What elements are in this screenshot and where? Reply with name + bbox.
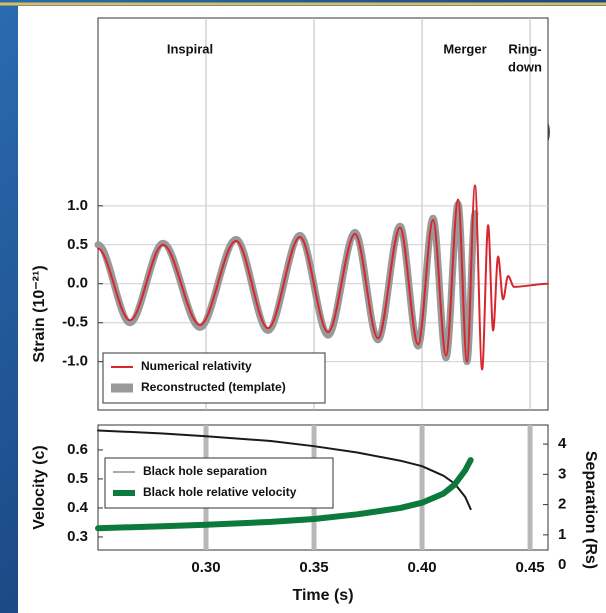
y-tick-label: 0.6 bbox=[67, 441, 88, 458]
y-tick-label: -1.0 bbox=[62, 353, 88, 370]
y2-axis-label: Separation (Rs) bbox=[582, 451, 599, 569]
annotation: Merger bbox=[443, 41, 486, 56]
y-tick-label: 0.0 bbox=[67, 275, 88, 292]
annotation: Ring- bbox=[508, 41, 541, 56]
y-tick-label: 1.0 bbox=[67, 197, 88, 214]
y-tick-label: 0.5 bbox=[67, 236, 88, 253]
x-tick-label: 0.45 bbox=[515, 559, 544, 576]
legend-box bbox=[104, 457, 334, 509]
legend-label: Black hole separation bbox=[143, 464, 267, 478]
x-axis-label: Time (s) bbox=[292, 587, 353, 604]
legend-label: Reconstructed (template) bbox=[141, 380, 286, 394]
y2-tick-label: 1 bbox=[558, 526, 566, 543]
legend-label: Numerical relativity bbox=[141, 359, 252, 373]
x-tick-label: 0.40 bbox=[407, 559, 436, 576]
x-tick-label: 0.35 bbox=[299, 559, 328, 576]
legend-box bbox=[102, 352, 326, 404]
y2-tick-label: 3 bbox=[558, 465, 566, 482]
annotation: down bbox=[508, 59, 542, 74]
series-line bbox=[97, 184, 549, 371]
series-line bbox=[95, 457, 474, 532]
annotation: Inspiral bbox=[167, 41, 213, 56]
y2-tick-label: 0 bbox=[558, 556, 566, 573]
x-tick-label: 0.30 bbox=[191, 559, 220, 576]
y2-tick-label: 4 bbox=[558, 435, 567, 452]
y-tick-label: -0.5 bbox=[62, 314, 88, 331]
y-tick-label: 0.5 bbox=[67, 470, 88, 487]
y2-tick-label: 2 bbox=[558, 496, 566, 513]
y-axis-label: Velocity (c) bbox=[31, 445, 48, 529]
y-tick-label: 0.3 bbox=[67, 528, 88, 545]
legend-label: Black hole relative velocity bbox=[143, 485, 297, 499]
y-tick-label: 0.4 bbox=[67, 499, 89, 516]
y-axis-label: Strain (10⁻²¹) bbox=[31, 265, 48, 362]
